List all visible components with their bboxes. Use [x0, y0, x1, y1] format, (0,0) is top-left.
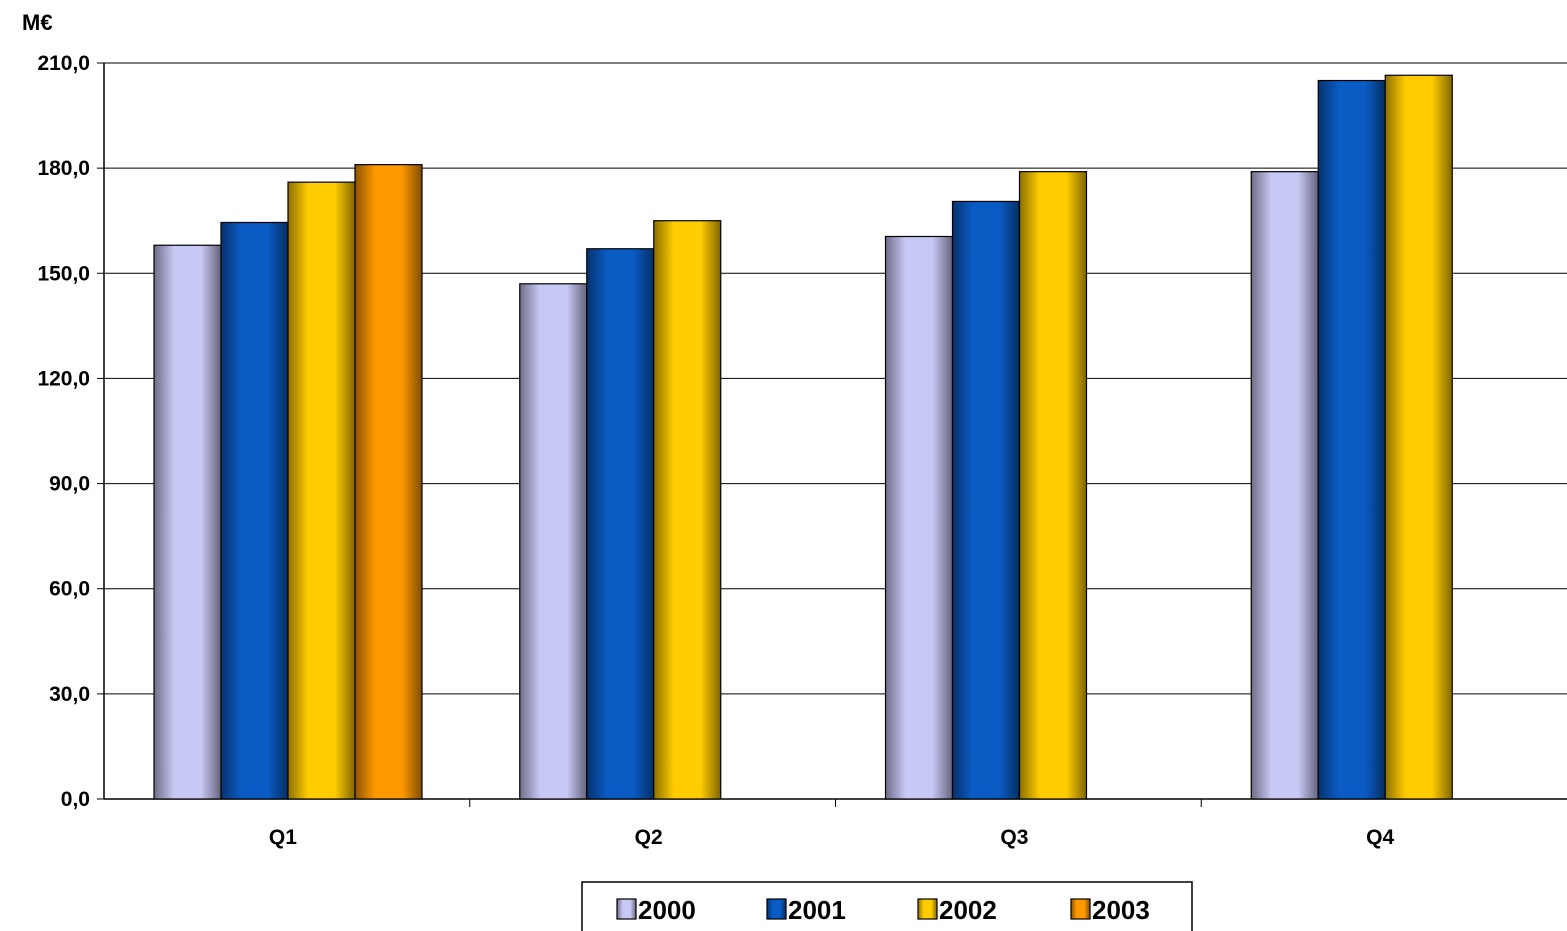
legend-swatch-2003 [1070, 898, 1091, 920]
y-tick-label: 30,0 [49, 683, 90, 706]
bars [153, 74, 1453, 800]
bar-q3-2001 [951, 200, 1021, 800]
y-tick-label: 0,0 [61, 788, 90, 811]
bar-q4-2001 [1317, 79, 1386, 800]
legend: 2000 2001 2002 2003 [581, 881, 1193, 931]
legend-swatch-2001 [766, 898, 787, 920]
axis-labels: 0,0 30,0 60,0 90,0 120,0 150,0 180,0 210,0 Q1 Q2 Q… [37, 52, 1394, 849]
bar-q3-2000 [884, 235, 954, 800]
bar-q4-2000 [1250, 171, 1319, 800]
legend-label-2002: 2002 [939, 895, 997, 925]
x-tick-label: Q4 [1366, 826, 1394, 849]
legend-swatch-2000 [616, 898, 637, 920]
legend-label-2001: 2001 [788, 895, 846, 925]
bar-q1-2000 [153, 244, 222, 800]
bar-q2-2002 [653, 220, 722, 800]
bar-q4-2002 [1384, 74, 1453, 800]
x-tick-label: Q3 [1000, 826, 1028, 849]
y-tick-label: 180,0 [37, 157, 90, 180]
bar-q3-2002 [1018, 171, 1088, 800]
y-tick-label: 210,0 [37, 52, 90, 75]
bar-q2-2001 [586, 248, 655, 800]
bar-q1-2002 [287, 181, 356, 800]
y-tick-label: 120,0 [37, 367, 90, 390]
bar-q1-2003 [354, 164, 423, 800]
y-tick-label: 60,0 [49, 578, 90, 601]
y-unit-label: M€ [22, 10, 53, 35]
x-tick-label: Q1 [269, 826, 297, 849]
bar-q1-2001 [220, 221, 289, 800]
y-tick-label: 150,0 [37, 262, 90, 285]
bar-q2-2000 [519, 283, 588, 800]
legend-label-2000: 2000 [638, 895, 696, 925]
legend-swatch-2002 [917, 898, 938, 920]
x-tick-label: Q2 [635, 826, 663, 849]
y-tick-label: 90,0 [49, 473, 90, 496]
legend-label-2003: 2003 [1092, 895, 1150, 925]
